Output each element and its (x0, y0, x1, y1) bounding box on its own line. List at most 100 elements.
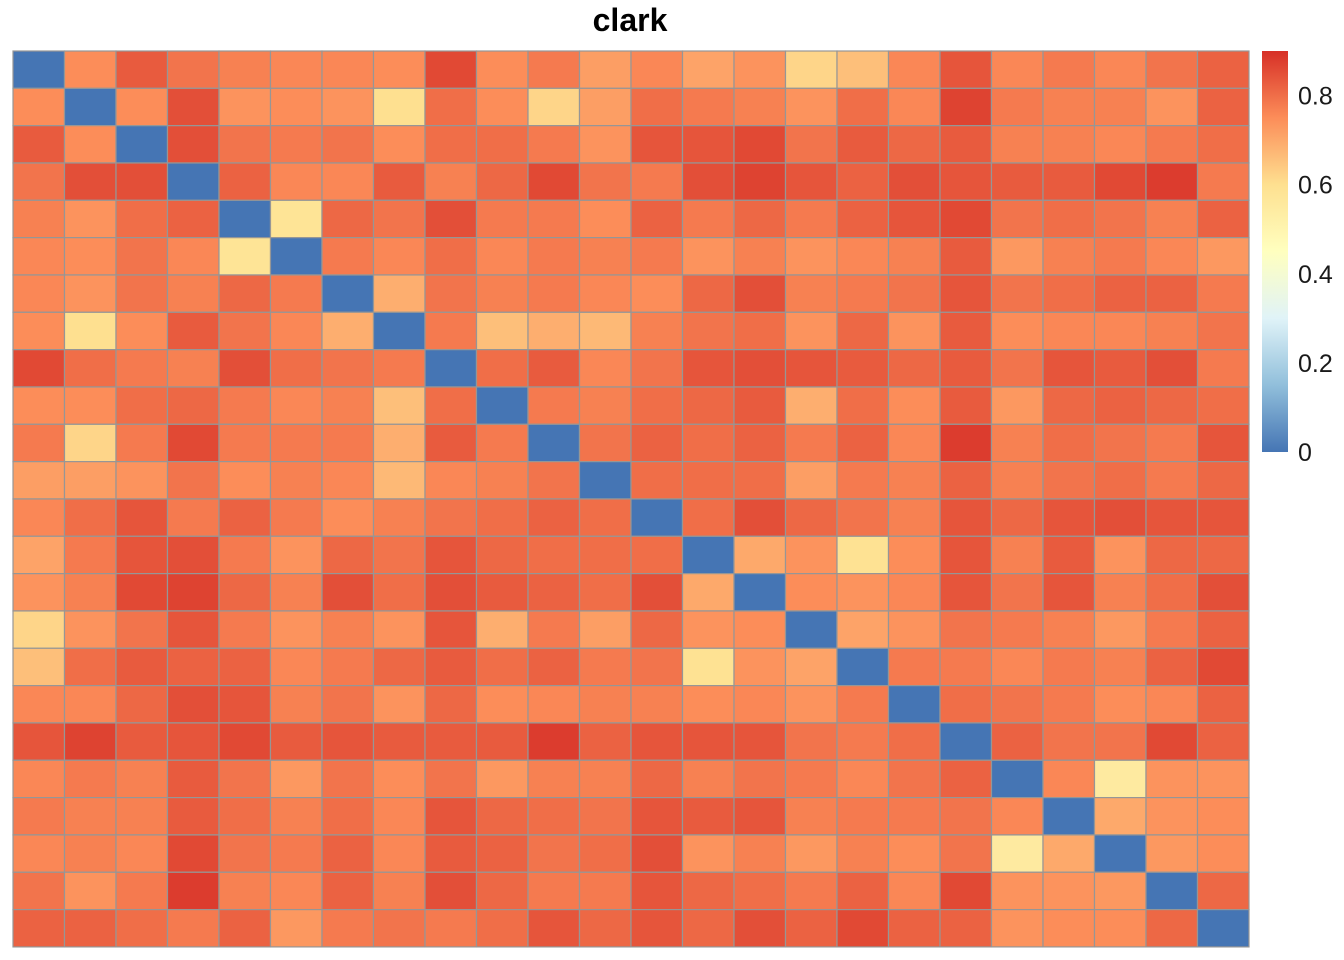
heatmap-cell (939, 349, 993, 388)
heatmap-cell (990, 796, 1044, 836)
heatmap-cell (784, 274, 838, 313)
heatmap-cell (681, 125, 735, 164)
heatmap-cell (527, 50, 581, 89)
heatmap-cell (733, 386, 787, 425)
heatmap-cell (990, 349, 1044, 388)
heatmap-cell (115, 834, 169, 873)
heatmap-cell (1196, 461, 1250, 500)
heatmap-cell (578, 237, 632, 276)
heatmap-cell (887, 834, 941, 873)
heatmap-cell (372, 685, 426, 724)
heatmap-cell (424, 759, 478, 799)
heatmap-cell (1145, 498, 1199, 537)
heatmap-cell (887, 87, 941, 127)
heatmap-cell (836, 311, 890, 351)
heatmap-cell (784, 199, 838, 239)
heatmap-cell (63, 647, 117, 687)
heatmap-cell (218, 311, 272, 351)
heatmap-cell (733, 498, 787, 537)
heatmap-cell (1042, 274, 1096, 313)
heatmap-cell (321, 349, 375, 388)
heatmap-cell (887, 125, 941, 164)
heatmap-cell (681, 311, 735, 351)
heatmap-cell (372, 573, 426, 612)
heatmap-cell (578, 386, 632, 425)
heatmap-cell (939, 162, 993, 201)
heatmap-cell (269, 311, 323, 351)
heatmap-cell (681, 834, 735, 873)
heatmap-cell (1145, 87, 1199, 127)
heatmap-cell (1196, 871, 1250, 911)
heatmap-cell (115, 125, 169, 164)
heatmap-cell (733, 722, 787, 761)
heatmap-cell (372, 311, 426, 351)
heatmap-cell (887, 50, 941, 89)
heatmap-cell (63, 685, 117, 724)
legend-color-bar (1262, 51, 1288, 452)
heatmap-cell (836, 759, 890, 799)
heatmap-cell (12, 722, 66, 761)
heatmap-cell (630, 274, 684, 313)
heatmap-cell (218, 908, 272, 948)
heatmap-cell (372, 647, 426, 687)
heatmap-cell (578, 199, 632, 239)
heatmap-cell (1145, 311, 1199, 351)
heatmap-cell (475, 125, 529, 164)
heatmap-cell (321, 685, 375, 724)
heatmap-cell (115, 386, 169, 425)
heatmap-cell (166, 834, 220, 873)
heatmap-cell (1145, 573, 1199, 612)
heatmap-cell (12, 423, 66, 463)
heatmap-cell (63, 423, 117, 463)
heatmap-cell (836, 908, 890, 948)
heatmap-cell (1093, 125, 1147, 164)
heatmap-cell (1093, 50, 1147, 89)
heatmap-cell (733, 349, 787, 388)
heatmap-cell (887, 647, 941, 687)
heatmap-cell (218, 796, 272, 836)
heatmap-cell (836, 274, 890, 313)
heatmap-cell (475, 87, 529, 127)
heatmap-cell (939, 498, 993, 537)
heatmap-cell (166, 685, 220, 724)
heatmap-cell (1093, 461, 1147, 500)
heatmap-cell (578, 908, 632, 948)
heatmap-cell (1093, 610, 1147, 649)
heatmap-cell (1042, 796, 1096, 836)
heatmap-cell (527, 908, 581, 948)
heatmap-cell (218, 87, 272, 127)
heatmap-cell (166, 871, 220, 911)
heatmap-cell (63, 87, 117, 127)
heatmap-cell (527, 498, 581, 537)
heatmap-cell (887, 461, 941, 500)
heatmap-cell (12, 610, 66, 649)
heatmap-cell (784, 908, 838, 948)
heatmap-cell (63, 573, 117, 612)
heatmap-cell (681, 535, 735, 575)
heatmap-cell (887, 162, 941, 201)
heatmap-cell (166, 535, 220, 575)
heatmap-cell (887, 573, 941, 612)
heatmap-cell (1145, 871, 1199, 911)
heatmap-cell (990, 311, 1044, 351)
heatmap-cell (681, 386, 735, 425)
heatmap-cell (1093, 535, 1147, 575)
heatmap-cell (681, 610, 735, 649)
heatmap-cell (424, 610, 478, 649)
heatmap-cell (12, 87, 66, 127)
heatmap-cell (372, 50, 426, 89)
heatmap-cell (630, 610, 684, 649)
heatmap-cell (63, 311, 117, 351)
heatmap-cell (475, 423, 529, 463)
heatmap-cell (269, 535, 323, 575)
heatmap-cell (269, 386, 323, 425)
heatmap-cell (836, 722, 890, 761)
heatmap-cell (887, 386, 941, 425)
heatmap-cell (1145, 423, 1199, 463)
heatmap-cell (269, 125, 323, 164)
heatmap-cell (12, 199, 66, 239)
heatmap-cell (321, 498, 375, 537)
heatmap-cell (166, 759, 220, 799)
heatmap-cell (12, 50, 66, 89)
heatmap-cell (990, 759, 1044, 799)
